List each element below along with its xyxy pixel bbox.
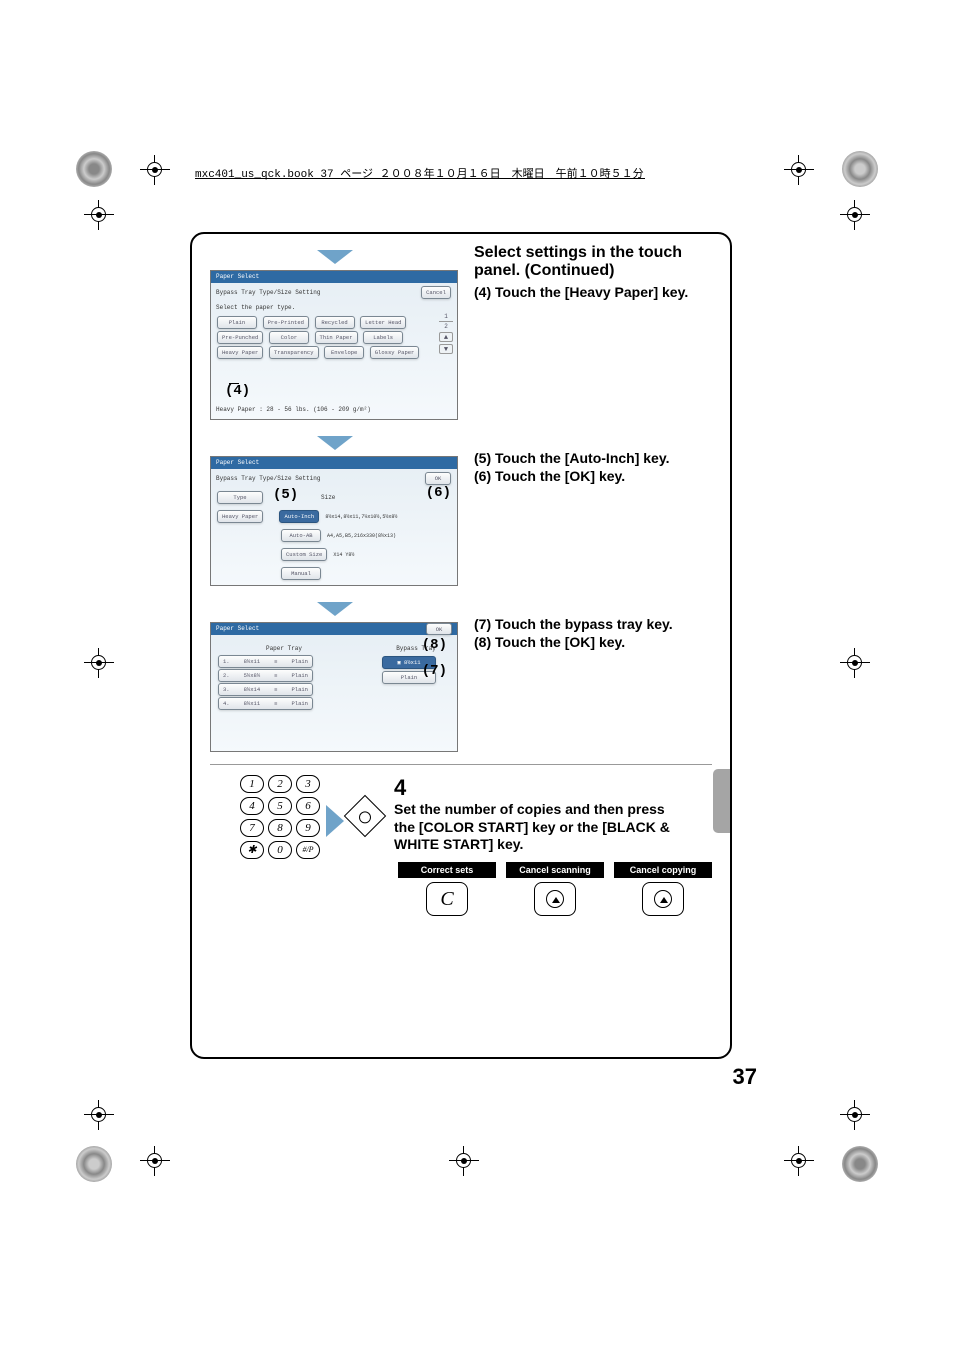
paper-transparency[interactable]: Transparency (269, 346, 319, 359)
auto-ab-button[interactable]: Auto-AB (281, 529, 321, 542)
page-down-icon[interactable]: ▼ (439, 344, 453, 354)
type-button[interactable]: Type (217, 491, 263, 504)
paper-color[interactable]: Color (269, 331, 309, 344)
paper-recycled[interactable]: Recycled (315, 316, 355, 329)
paper-heavy[interactable]: Heavy Paper (217, 346, 263, 359)
numkey-6[interactable]: 6 (296, 797, 320, 815)
callout-6: (6) (426, 485, 451, 501)
auto-inch-button[interactable]: Auto-Inch (279, 510, 319, 523)
instruction-6: (6) Touch the [OK] key. (474, 468, 712, 486)
screen-title: Paper Select (211, 271, 457, 283)
paper-labels[interactable]: Labels (363, 331, 403, 344)
screen-title: Paper Select (211, 457, 457, 469)
numkey-star[interactable]: ✱ (240, 841, 264, 859)
instruction-7: (7) Touch the bypass tray key. (474, 616, 712, 634)
manual-page-frame: Paper Select Bypass Tray Type/Size Setti… (190, 232, 732, 1059)
cancel-copy-label: Cancel copying (614, 862, 712, 878)
paper-thin[interactable]: Thin Paper (315, 331, 358, 344)
cancel-copy-key[interactable] (642, 882, 684, 916)
pager: 1 2 ▲ ▼ (439, 313, 453, 356)
touchscreen-size-setting: Paper Select Bypass Tray Type/Size Setti… (210, 456, 458, 586)
cancel-scan-key[interactable] (534, 882, 576, 916)
paper-letterhead[interactable]: Letter Head (360, 316, 406, 329)
section-tab (713, 769, 732, 833)
section-heading: Select settings in the touch panel. (Con… (474, 244, 712, 280)
numkey-3[interactable]: 3 (296, 775, 320, 793)
correct-sets-label: Correct sets (398, 862, 496, 878)
callout-4: (4) (225, 383, 250, 399)
manual-button[interactable]: Manual (281, 567, 321, 580)
paper-envelope[interactable]: Envelope (324, 346, 364, 359)
callout-8: (8) (422, 637, 447, 653)
numkey-5[interactable]: 5 (268, 797, 292, 815)
cancel-button[interactable]: Cancel (421, 286, 451, 299)
step-number: 4 (394, 775, 414, 801)
paper-prepunched[interactable]: Pre-Punched (217, 331, 263, 344)
custom-size-button[interactable]: Custom Size (281, 548, 327, 561)
instruction-step4: Set the number of copies and then press … (394, 801, 688, 854)
numkey-1[interactable]: 1 (240, 775, 264, 793)
flow-arrow-icon (317, 250, 353, 264)
flow-arrow-icon (317, 436, 353, 450)
instruction-5: (5) Touch the [Auto-Inch] key. (474, 450, 712, 468)
numkey-7[interactable]: 7 (240, 819, 264, 837)
instruction-8: (8) Touch the [OK] key. (474, 634, 712, 652)
paper-plain[interactable]: Plain (217, 316, 257, 329)
callout-7: (7) (422, 663, 447, 679)
screen-subtitle: Bypass Tray Type/Size Setting (216, 289, 320, 296)
screen-subtitle: Bypass Tray Type/Size Setting (216, 475, 320, 482)
screen-title: Paper Select (216, 625, 259, 633)
instruction-4: (4) Touch the [Heavy Paper] key. (474, 284, 712, 302)
touchscreen-paper-type: Paper Select Bypass Tray Type/Size Setti… (210, 270, 458, 420)
numkey-8[interactable]: 8 (268, 819, 292, 837)
paper-tray-label: Paper Tray (217, 645, 351, 652)
paper-glossy[interactable]: Glossy Paper (370, 346, 420, 359)
callout-5: (5) (273, 487, 298, 503)
custom-sizes: X14 Y8½ (333, 552, 354, 558)
numkey-2[interactable]: 2 (268, 775, 292, 793)
page-number: 37 (733, 1064, 757, 1090)
heavy-paper-btn[interactable]: Heavy Paper (217, 510, 263, 523)
screen-prompt: Select the paper type. (211, 302, 457, 313)
page-up-icon[interactable]: ▲ (439, 332, 453, 342)
start-key-icon[interactable] (344, 795, 386, 837)
correct-sets-key[interactable]: C (426, 882, 468, 916)
paper-preprinted[interactable]: Pre-Printed (263, 316, 309, 329)
size-label: Size (321, 494, 335, 501)
cancel-scan-label: Cancel scanning (506, 862, 604, 878)
header-rule (195, 178, 645, 179)
numkey-hash[interactable]: #/P (296, 841, 320, 859)
numpad: 1 2 3 4 5 6 7 8 9 ✱ 0 #/P (240, 775, 320, 859)
flow-arrow-icon (317, 602, 353, 616)
tray-1[interactable]: 1.8½x11≡Plain (218, 655, 313, 668)
auto-ab-sizes: A4,A5,B5,216x330(8½x13) (327, 533, 396, 539)
tray-4[interactable]: 4.8½x11≡Plain (218, 697, 313, 710)
ok-button[interactable]: OK (426, 623, 452, 635)
touchscreen-tray-select: Paper Select OK Paper Tray 1.8½x11≡Plain… (210, 622, 458, 752)
auto-inch-sizes: 8½x14,8½x11,7¼x10½,5½x8½ (325, 514, 397, 520)
tray-2[interactable]: 2.5½x8½≡Plain (218, 669, 313, 682)
ok-button[interactable]: OK (425, 472, 451, 485)
screen-footer: Heavy Paper : 28 - 56 lbs. (106 - 209 g/… (211, 404, 376, 415)
arrow-right-icon (326, 805, 344, 837)
numkey-4[interactable]: 4 (240, 797, 264, 815)
numkey-0[interactable]: 0 (268, 841, 292, 859)
tray-3[interactable]: 3.8½x14≡Plain (218, 683, 313, 696)
numkey-9[interactable]: 9 (296, 819, 320, 837)
